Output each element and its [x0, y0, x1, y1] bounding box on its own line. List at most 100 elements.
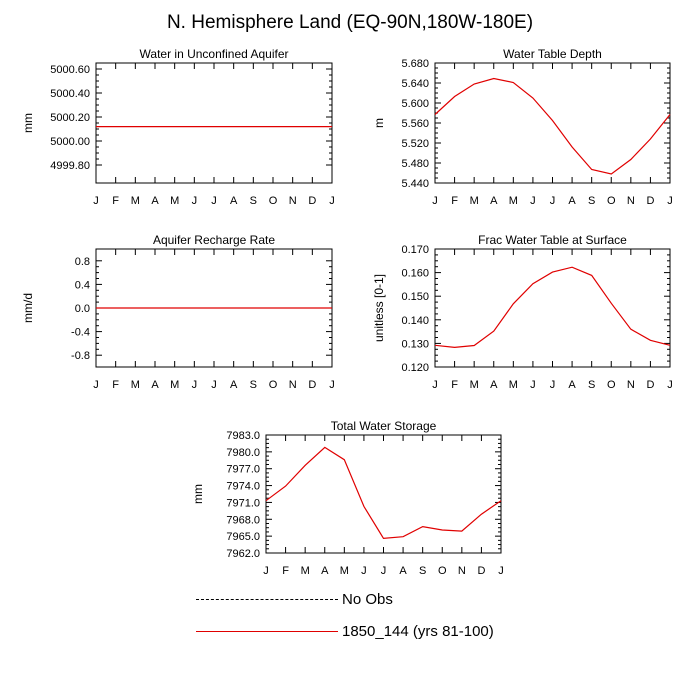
x-tick-label: M — [170, 195, 179, 207]
y-axis-label: mm — [21, 113, 35, 133]
y-tick-label: 0.130 — [401, 338, 429, 350]
x-tick-label: N — [458, 565, 466, 577]
x-tick-label: O — [269, 379, 278, 391]
x-tick-label: F — [451, 195, 458, 207]
legend-dashed-line-swatch — [196, 599, 338, 600]
x-tick-label: M — [170, 379, 179, 391]
y-tick-label: 4999.80 — [50, 160, 90, 172]
x-tick-label: J — [263, 565, 269, 577]
y-tick-label: 5000.60 — [50, 64, 90, 76]
legend-obs-label: No Obs — [342, 591, 393, 608]
y-axis-label: unitless [0-1] — [372, 274, 386, 342]
series-line-model — [434, 77, 671, 175]
y-tick-label: 5000.40 — [50, 88, 90, 100]
plot-frame — [434, 62, 671, 184]
x-tick-label: A — [151, 379, 159, 391]
y-tick-label: 7980.0 — [226, 447, 260, 459]
x-tick-label: J — [93, 195, 99, 207]
y-tick-label: 5000.00 — [50, 136, 90, 148]
y-tick-label: 7965.0 — [226, 531, 260, 543]
x-tick-label: N — [627, 379, 635, 391]
chart-panel-4: Frac Water Table at Surface unitless [0-1… — [372, 233, 673, 391]
x-tick-label: J — [192, 195, 198, 207]
x-tick-label: J — [498, 565, 504, 577]
y-tick-label: -0.8 — [71, 350, 90, 362]
x-tick-label: J — [329, 379, 335, 391]
y-tick-label: 7983.0 — [226, 430, 260, 442]
y-tick-label: 7968.0 — [226, 514, 260, 526]
x-tick-label: M — [301, 565, 310, 577]
x-tick-label: O — [607, 379, 616, 391]
y-axis-label: m — [372, 118, 386, 128]
x-tick-label: J — [192, 379, 198, 391]
x-tick-label: F — [112, 195, 119, 207]
panel-title: Water Table Depth — [503, 47, 602, 61]
x-tick-label: N — [289, 195, 297, 207]
chart-panel-1: Water in Unconfined Aquifer mm 4999.80 5000… — [21, 47, 335, 207]
y-tick-label: 0.150 — [401, 291, 429, 303]
plot-frame — [434, 248, 671, 368]
x-tick-label: O — [438, 565, 447, 577]
x-tick-label: A — [490, 379, 498, 391]
y-tick-label: 0.140 — [401, 315, 429, 327]
x-tick-label: M — [470, 195, 479, 207]
x-tick-label: A — [399, 565, 407, 577]
x-tick-label: J — [667, 379, 673, 391]
y-tick-label: 0.160 — [401, 268, 429, 280]
x-tick-label: O — [607, 195, 616, 207]
y-axis-label: mm — [191, 484, 205, 504]
y-tick-label: 5.520 — [401, 138, 429, 150]
x-tick-label: J — [211, 379, 217, 391]
panel-title: Aquifer Recharge Rate — [153, 233, 275, 247]
x-tick-label: A — [151, 195, 159, 207]
plot-frame — [265, 434, 502, 554]
plot-frame — [95, 62, 333, 184]
x-tick-label: M — [509, 195, 518, 207]
x-tick-label: N — [627, 195, 635, 207]
y-tick-label: 0.170 — [401, 244, 429, 256]
legend-red-line-swatch — [196, 631, 338, 632]
panel-title: Water in Unconfined Aquifer — [140, 47, 289, 61]
x-tick-label: A — [321, 565, 329, 577]
x-tick-label: M — [509, 379, 518, 391]
x-tick-label: M — [340, 565, 349, 577]
y-tick-label: 7974.0 — [226, 481, 260, 493]
x-tick-label: A — [568, 379, 576, 391]
series-line-model — [434, 266, 671, 349]
y-tick-label: 0.8 — [75, 256, 90, 268]
chart-panel-2: Water Table Depth m 5.440 5.480 5.520 5.560 5.… — [372, 47, 673, 207]
x-tick-label: S — [588, 379, 595, 391]
y-tick-label: 5.680 — [401, 58, 429, 70]
y-tick-label: 5.480 — [401, 158, 429, 170]
x-tick-label: J — [550, 195, 556, 207]
chart-panel-3: Aquifer Recharge Rate mm/d -0.8 -0.4 0.0 0.4 0… — [21, 233, 335, 391]
x-tick-label: M — [131, 195, 140, 207]
x-tick-label: F — [282, 565, 289, 577]
x-tick-label: J — [211, 195, 217, 207]
x-tick-label: S — [588, 195, 595, 207]
x-tick-label: F — [112, 379, 119, 391]
x-tick-label: O — [269, 195, 278, 207]
x-tick-label: J — [432, 379, 438, 391]
x-tick-label: S — [250, 379, 257, 391]
y-tick-label: 5.640 — [401, 78, 429, 90]
x-tick-label: A — [490, 195, 498, 207]
x-tick-label: J — [361, 565, 367, 577]
y-tick-label: 0.4 — [75, 279, 90, 291]
x-tick-label: A — [230, 379, 238, 391]
x-tick-label: M — [470, 379, 479, 391]
x-tick-label: A — [568, 195, 576, 207]
x-tick-label: J — [550, 379, 556, 391]
y-tick-label: 7977.0 — [226, 464, 260, 476]
x-tick-label: F — [451, 379, 458, 391]
y-tick-label: 0.0 — [75, 303, 90, 315]
legend-model-label: 1850_144 (yrs 81-100) — [342, 623, 494, 640]
x-tick-label: J — [667, 195, 673, 207]
x-tick-label: M — [131, 379, 140, 391]
x-tick-label: J — [329, 195, 335, 207]
x-tick-label: J — [530, 379, 536, 391]
legend-item-obs: No Obs — [196, 591, 393, 608]
y-tick-label: 5.600 — [401, 98, 429, 110]
x-tick-label: J — [93, 379, 99, 391]
